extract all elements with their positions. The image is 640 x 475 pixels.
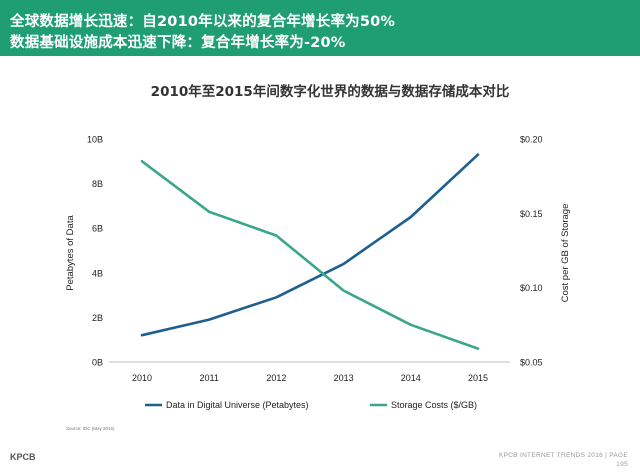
source-note: Source: IDC (May 2016) bbox=[66, 426, 115, 431]
x-tick-label: 2010 bbox=[132, 373, 152, 383]
footer-page-number: 195 bbox=[616, 461, 628, 468]
chart-axes: 0B 2B 4B 6B 8B 10B $0.05 $0.10 $0.15 $0.20 2010 201… bbox=[87, 135, 543, 384]
x-tick-label: 2012 bbox=[266, 373, 286, 383]
chart-title: 2010年至2015年间数字化世界的数据与数据存储成本对比 bbox=[151, 83, 510, 100]
y-axis-right-label: Cost per GB of Storage bbox=[560, 204, 571, 303]
footer-report-title: KPCB INTERNET TRENDS 2016 | PAGE bbox=[498, 452, 628, 459]
legend-label-data: Data in Digital Universe (Petabytes) bbox=[166, 400, 309, 410]
y-left-tick-label: 0B bbox=[92, 358, 103, 368]
x-tick-label: 2013 bbox=[334, 373, 354, 383]
header-banner: 全球数据增长迅速：自2010年以来的复合年增长率为50% 数据基础设施成本迅速下… bbox=[0, 0, 640, 56]
footer-page-info: KPCB INTERNET TRENDS 2016 | PAGE 195 bbox=[499, 451, 628, 469]
series-layer bbox=[140, 153, 480, 350]
kpcb-logo: KPCB bbox=[10, 452, 36, 462]
series-line-data bbox=[140, 153, 480, 337]
legend: Data in Digital Universe (Petabytes) Sto… bbox=[145, 400, 477, 410]
x-tick-label: 2011 bbox=[200, 373, 219, 383]
y-left-tick-label: 8B bbox=[92, 179, 103, 189]
y-right-tick-label: $0.20 bbox=[520, 135, 543, 145]
headline-growth: 全球数据增长迅速：自2010年以来的复合年增长率为50% bbox=[10, 14, 396, 30]
y-left-tick-label: 4B bbox=[92, 268, 103, 278]
y-right-tick-label: $0.10 bbox=[520, 283, 543, 293]
series-line-cost bbox=[140, 160, 480, 350]
y-left-tick-label: 2B bbox=[92, 313, 103, 323]
headline-cost: 数据基础设施成本迅速下降：复合年增长率为-20% bbox=[10, 35, 346, 51]
y-axis-left-label: Petabytes of Data bbox=[65, 215, 76, 291]
x-tick-label: 2014 bbox=[401, 373, 421, 383]
y-left-tick-label: 10B bbox=[87, 135, 103, 145]
y-left-tick-label: 6B bbox=[92, 224, 103, 234]
legend-label-cost: Storage Costs ($/GB) bbox=[391, 400, 477, 410]
x-tick-label: 2015 bbox=[468, 373, 488, 383]
y-right-tick-label: $0.15 bbox=[520, 209, 543, 219]
y-right-tick-label: $0.05 bbox=[520, 358, 543, 368]
